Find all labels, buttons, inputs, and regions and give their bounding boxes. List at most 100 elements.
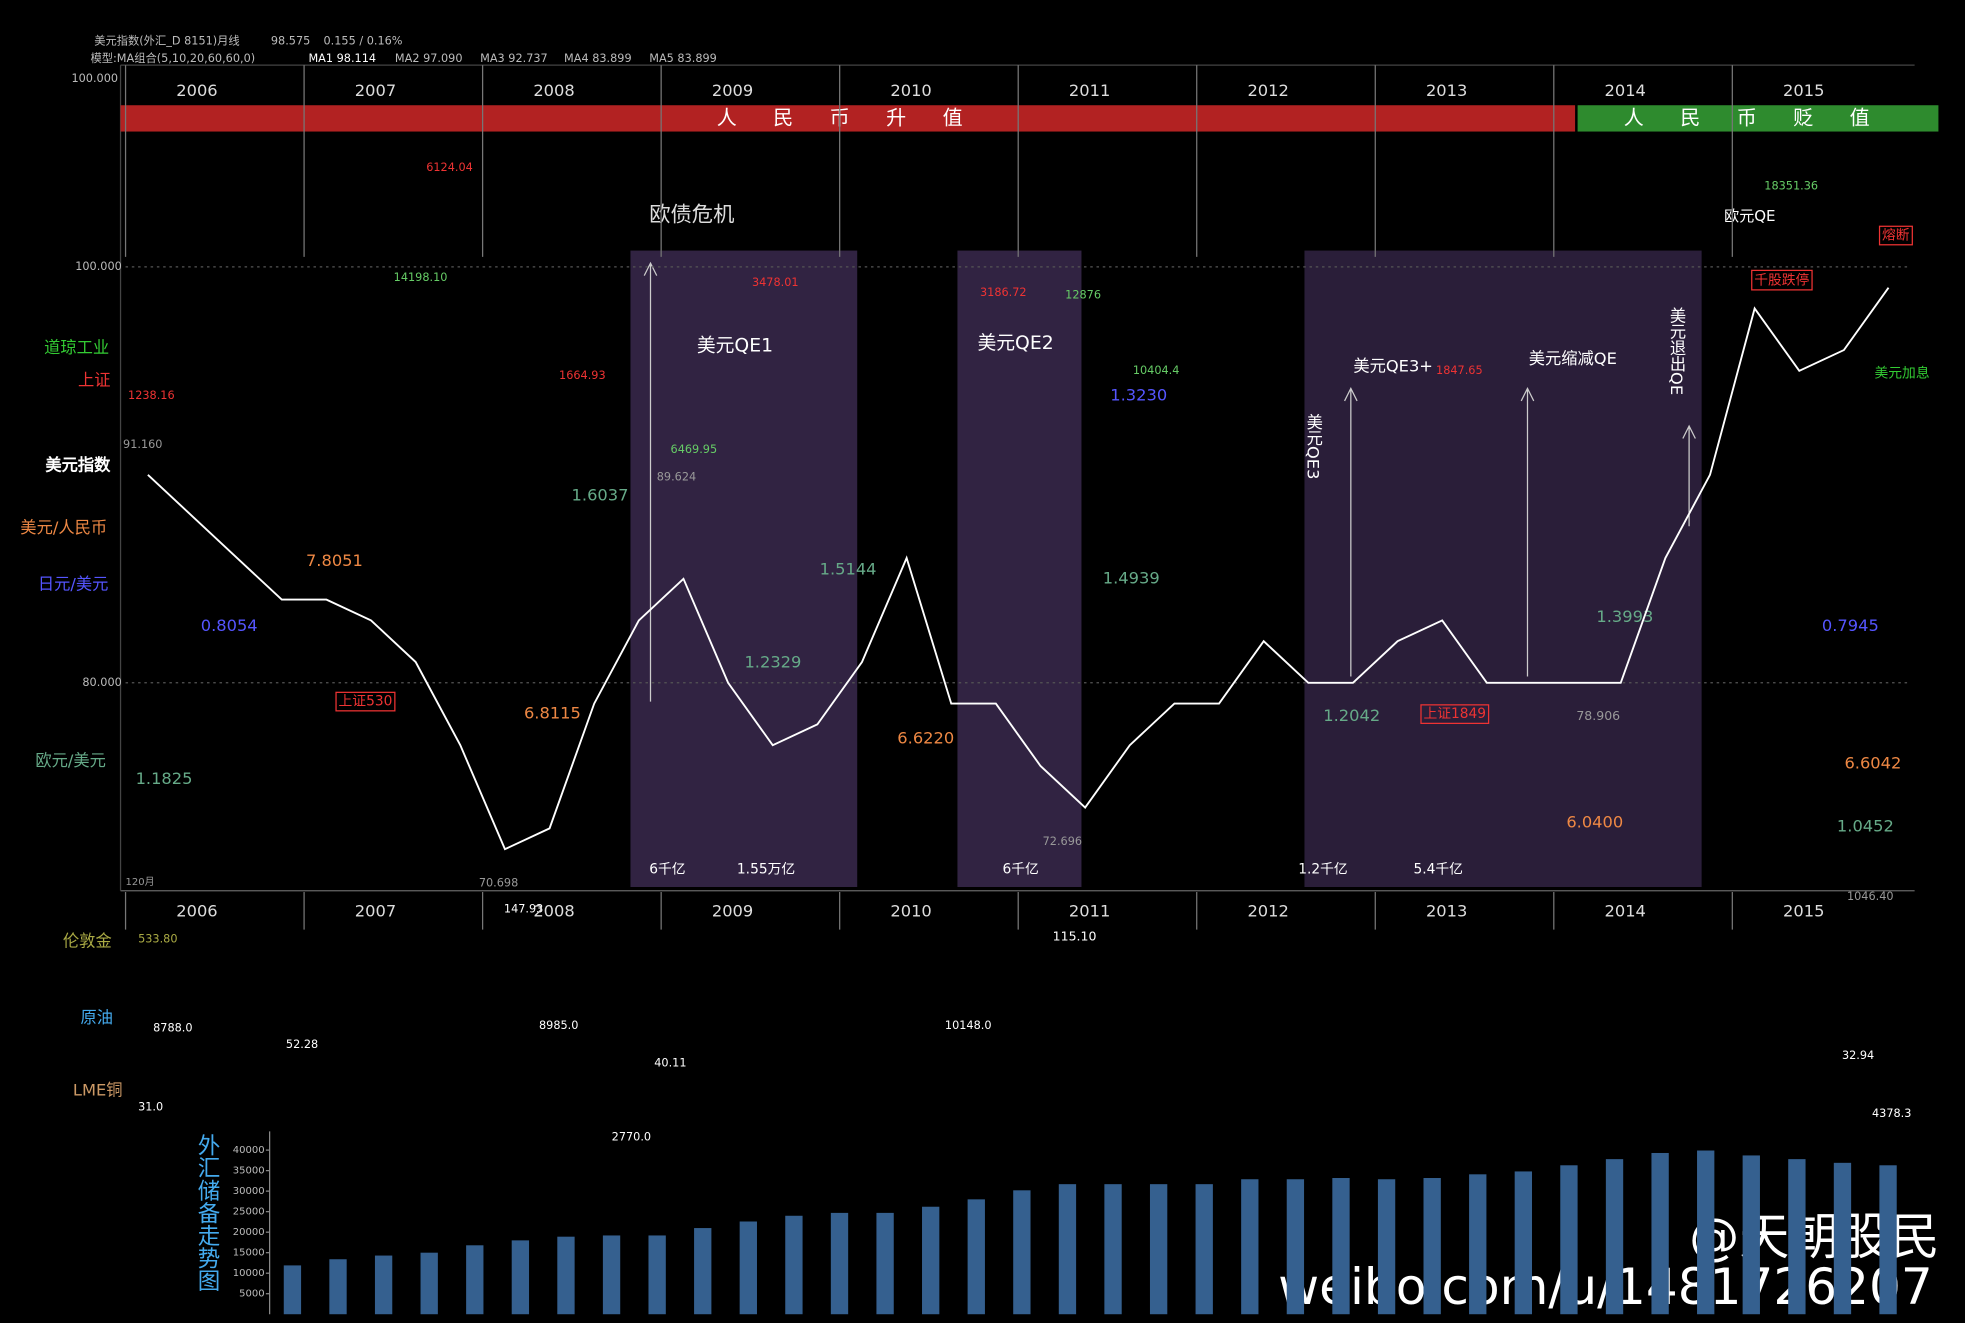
annotation: 6.6220 [897, 729, 954, 748]
year-label: 2014 [1605, 902, 1646, 921]
arrow [1344, 386, 1358, 677]
bar [694, 1228, 712, 1315]
arrow [643, 261, 658, 702]
annotation: 1046.40 [1847, 890, 1894, 903]
bar [1879, 1165, 1897, 1315]
annotation: 1.55万亿 [737, 861, 795, 877]
annotation: 18351.36 [1764, 180, 1818, 193]
annotation: 40.11 [654, 1057, 686, 1070]
annotation: 1.3230 [1110, 385, 1167, 404]
annotation: 70.698 [479, 876, 518, 889]
scale-label: 100.000 [71, 72, 118, 85]
bar [283, 1265, 302, 1315]
y-tick-label: 25000 [233, 1207, 265, 1218]
band-up [120, 105, 1576, 132]
y-tick-label: 15000 [233, 1248, 265, 1259]
year-label: 2008 [533, 902, 574, 921]
annotation: 美元QE3+ [1353, 357, 1433, 376]
year-label: 2015 [1783, 902, 1824, 921]
bar [602, 1235, 621, 1315]
bar [557, 1236, 575, 1315]
annotation: 4378.3 [1872, 1107, 1911, 1120]
year-label: 2013 [1426, 902, 1467, 921]
chart-title: 外汇储备走势图 [194, 1134, 220, 1292]
bar [1651, 1152, 1669, 1315]
bar [1377, 1179, 1396, 1315]
year-label: 2006 [176, 902, 217, 921]
band-label: 人 民 币 升 值 [717, 106, 978, 130]
annotation: 91.160 [123, 438, 162, 451]
arrow [1520, 386, 1535, 677]
annotation: 上证1849 [1424, 706, 1487, 722]
year-label: 2013 [1426, 81, 1467, 100]
annotation: 1.4939 [1103, 568, 1160, 587]
left-label: 伦敦金 [63, 932, 112, 951]
ma-label: MA4 83.899 [564, 52, 632, 65]
annotation: 6124.04 [426, 161, 473, 174]
annotation: 0.8054 [201, 616, 258, 635]
period-shade [957, 250, 1082, 888]
annotation: 欧元QE [1724, 207, 1775, 225]
bar [1469, 1174, 1487, 1315]
left-label: 欧元/美元 [35, 751, 106, 770]
annotation: 120月 [126, 876, 155, 888]
bar [785, 1215, 803, 1315]
left-label: 上证 [78, 370, 111, 389]
annotation: 31.0 [138, 1101, 163, 1114]
bar [1697, 1150, 1715, 1315]
bar [420, 1252, 438, 1315]
header-change: 0.155 / 0.16% [324, 34, 403, 47]
annotation: 2770.0 [612, 1131, 651, 1144]
annotation: 8985.0 [539, 1019, 578, 1032]
annotation: 78.906 [1576, 708, 1620, 723]
bar [1514, 1171, 1533, 1315]
annotation: 89.624 [657, 470, 696, 483]
annotation: 8788.0 [153, 1022, 192, 1035]
header-price: 98.575 [271, 34, 310, 47]
year-label: 2012 [1247, 81, 1288, 100]
annotation: 12876 [1065, 289, 1101, 302]
bar [466, 1245, 484, 1315]
annotation: 32.94 [1842, 1049, 1874, 1062]
band-down [1577, 105, 1939, 132]
year-label: 2011 [1069, 81, 1110, 100]
bar [1560, 1165, 1578, 1315]
annotation: 1.2千亿 [1298, 861, 1347, 877]
year-label: 2008 [533, 81, 574, 100]
year-label: 2006 [176, 81, 217, 100]
ma-label: MA1 98.114 [308, 52, 376, 65]
annotation: 7.8051 [306, 551, 363, 570]
annotation: 533.80 [138, 933, 177, 946]
y-tick-label: 20000 [233, 1227, 265, 1238]
period-shade [1304, 250, 1702, 888]
y-tick-label: 10000 [233, 1268, 265, 1279]
bar [1195, 1184, 1213, 1315]
bar [876, 1212, 894, 1315]
annotation: 1664.93 [559, 369, 606, 382]
annotation: 14198.10 [394, 271, 448, 284]
ma-label: MA5 83.899 [649, 52, 717, 65]
bar [1241, 1179, 1259, 1315]
annotation: 1847.65 [1436, 364, 1483, 377]
annotation: 美元退出QE [1667, 307, 1686, 395]
annotation: 3478.01 [752, 276, 799, 289]
watermark: @天朝股民 [1689, 1207, 1940, 1266]
year-label: 2009 [712, 902, 753, 921]
arrow [1682, 424, 1696, 527]
bar [511, 1240, 530, 1315]
bar [830, 1212, 849, 1315]
y-tick-label: 100.000 [75, 260, 122, 273]
annotation: 6469.95 [671, 443, 718, 456]
annotation: 1.3993 [1596, 607, 1653, 626]
bar [922, 1206, 940, 1315]
bar [967, 1199, 985, 1315]
annotation-box [1420, 704, 1490, 724]
year-label: 2010 [890, 902, 931, 921]
annotation: 美元QE2 [977, 332, 1053, 354]
annotation: 52.28 [286, 1038, 318, 1051]
annotation: 115.10 [1053, 929, 1097, 944]
annotation: 6千亿 [649, 861, 685, 877]
